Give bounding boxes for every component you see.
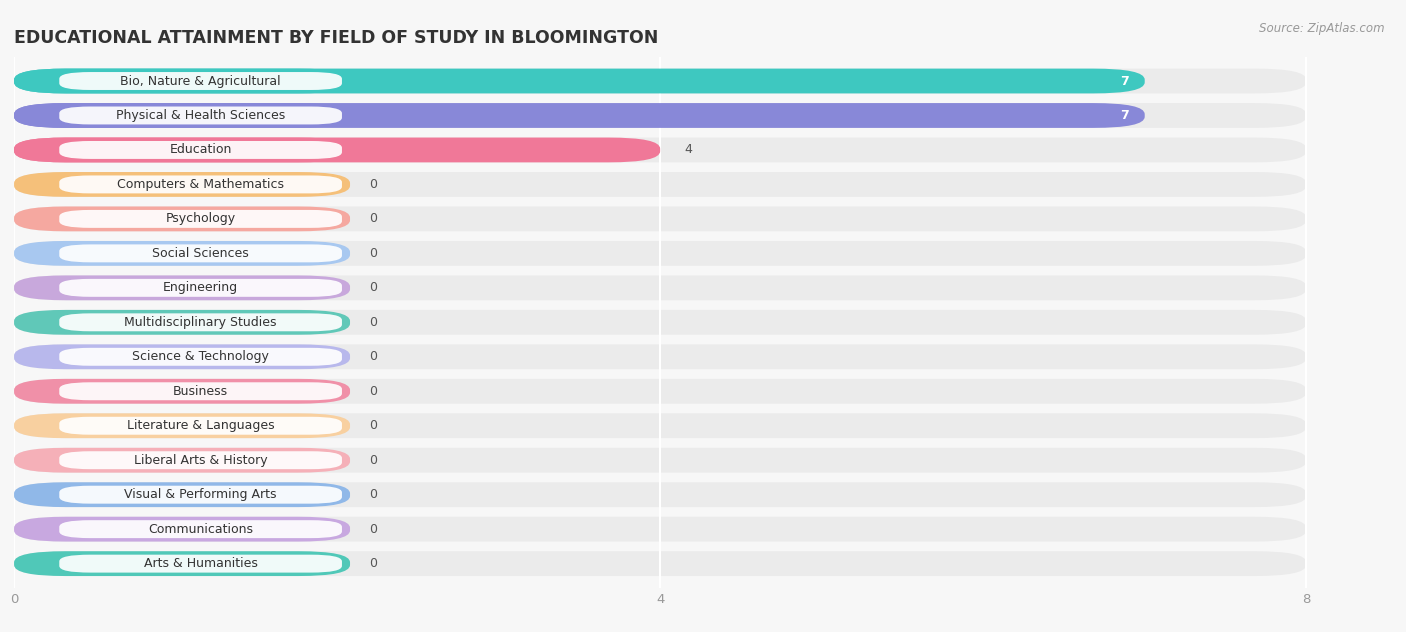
- FancyBboxPatch shape: [59, 416, 342, 435]
- Text: Social Sciences: Social Sciences: [152, 247, 249, 260]
- FancyBboxPatch shape: [59, 486, 342, 504]
- FancyBboxPatch shape: [59, 141, 342, 159]
- FancyBboxPatch shape: [14, 413, 1306, 438]
- FancyBboxPatch shape: [14, 103, 1144, 128]
- Text: 0: 0: [370, 419, 377, 432]
- FancyBboxPatch shape: [14, 310, 1306, 335]
- FancyBboxPatch shape: [14, 344, 350, 369]
- FancyBboxPatch shape: [59, 72, 342, 90]
- Text: 0: 0: [370, 350, 377, 363]
- FancyBboxPatch shape: [59, 210, 342, 228]
- Text: 0: 0: [370, 557, 377, 570]
- FancyBboxPatch shape: [14, 379, 350, 404]
- Text: 0: 0: [370, 454, 377, 466]
- Text: 7: 7: [1119, 109, 1129, 122]
- Text: Science & Technology: Science & Technology: [132, 350, 269, 363]
- Text: 0: 0: [370, 385, 377, 398]
- FancyBboxPatch shape: [59, 451, 342, 469]
- Text: 7: 7: [1119, 75, 1129, 87]
- Text: Arts & Humanities: Arts & Humanities: [143, 557, 257, 570]
- Text: Literature & Languages: Literature & Languages: [127, 419, 274, 432]
- FancyBboxPatch shape: [14, 207, 350, 231]
- FancyBboxPatch shape: [14, 172, 350, 197]
- Text: 0: 0: [370, 281, 377, 295]
- Text: Physical & Health Sciences: Physical & Health Sciences: [115, 109, 285, 122]
- FancyBboxPatch shape: [14, 69, 1144, 94]
- FancyBboxPatch shape: [14, 551, 1306, 576]
- Text: 0: 0: [370, 523, 377, 536]
- FancyBboxPatch shape: [14, 172, 1306, 197]
- FancyBboxPatch shape: [14, 413, 350, 438]
- FancyBboxPatch shape: [14, 482, 350, 507]
- Text: 4: 4: [685, 143, 692, 157]
- Text: EDUCATIONAL ATTAINMENT BY FIELD OF STUDY IN BLOOMINGTON: EDUCATIONAL ATTAINMENT BY FIELD OF STUDY…: [14, 29, 658, 47]
- Text: Business: Business: [173, 385, 228, 398]
- FancyBboxPatch shape: [14, 69, 1306, 94]
- FancyBboxPatch shape: [14, 517, 350, 542]
- FancyBboxPatch shape: [14, 138, 350, 162]
- FancyBboxPatch shape: [59, 382, 342, 400]
- Text: 0: 0: [370, 316, 377, 329]
- Text: Engineering: Engineering: [163, 281, 238, 295]
- Text: Psychology: Psychology: [166, 212, 236, 226]
- Text: 0: 0: [370, 247, 377, 260]
- FancyBboxPatch shape: [14, 241, 350, 266]
- FancyBboxPatch shape: [59, 313, 342, 331]
- FancyBboxPatch shape: [59, 176, 342, 193]
- FancyBboxPatch shape: [14, 448, 1306, 473]
- Text: Source: ZipAtlas.com: Source: ZipAtlas.com: [1260, 22, 1385, 35]
- Text: Bio, Nature & Agricultural: Bio, Nature & Agricultural: [121, 75, 281, 87]
- FancyBboxPatch shape: [14, 310, 350, 335]
- FancyBboxPatch shape: [59, 520, 342, 538]
- FancyBboxPatch shape: [14, 276, 350, 300]
- FancyBboxPatch shape: [59, 107, 342, 125]
- Text: Visual & Performing Arts: Visual & Performing Arts: [124, 488, 277, 501]
- FancyBboxPatch shape: [59, 245, 342, 262]
- FancyBboxPatch shape: [14, 69, 350, 94]
- FancyBboxPatch shape: [14, 379, 1306, 404]
- FancyBboxPatch shape: [14, 207, 1306, 231]
- FancyBboxPatch shape: [14, 103, 1306, 128]
- Text: Liberal Arts & History: Liberal Arts & History: [134, 454, 267, 466]
- FancyBboxPatch shape: [14, 138, 661, 162]
- FancyBboxPatch shape: [14, 448, 350, 473]
- FancyBboxPatch shape: [14, 138, 1306, 162]
- Text: Education: Education: [170, 143, 232, 157]
- Text: Computers & Mathematics: Computers & Mathematics: [117, 178, 284, 191]
- Text: 0: 0: [370, 488, 377, 501]
- FancyBboxPatch shape: [14, 241, 1306, 266]
- FancyBboxPatch shape: [14, 482, 1306, 507]
- FancyBboxPatch shape: [14, 551, 350, 576]
- Text: Multidisciplinary Studies: Multidisciplinary Studies: [124, 316, 277, 329]
- FancyBboxPatch shape: [59, 555, 342, 573]
- FancyBboxPatch shape: [14, 344, 1306, 369]
- FancyBboxPatch shape: [59, 279, 342, 297]
- FancyBboxPatch shape: [14, 517, 1306, 542]
- Text: 0: 0: [370, 212, 377, 226]
- FancyBboxPatch shape: [14, 103, 350, 128]
- Text: Communications: Communications: [148, 523, 253, 536]
- FancyBboxPatch shape: [14, 276, 1306, 300]
- FancyBboxPatch shape: [59, 348, 342, 366]
- Text: 0: 0: [370, 178, 377, 191]
